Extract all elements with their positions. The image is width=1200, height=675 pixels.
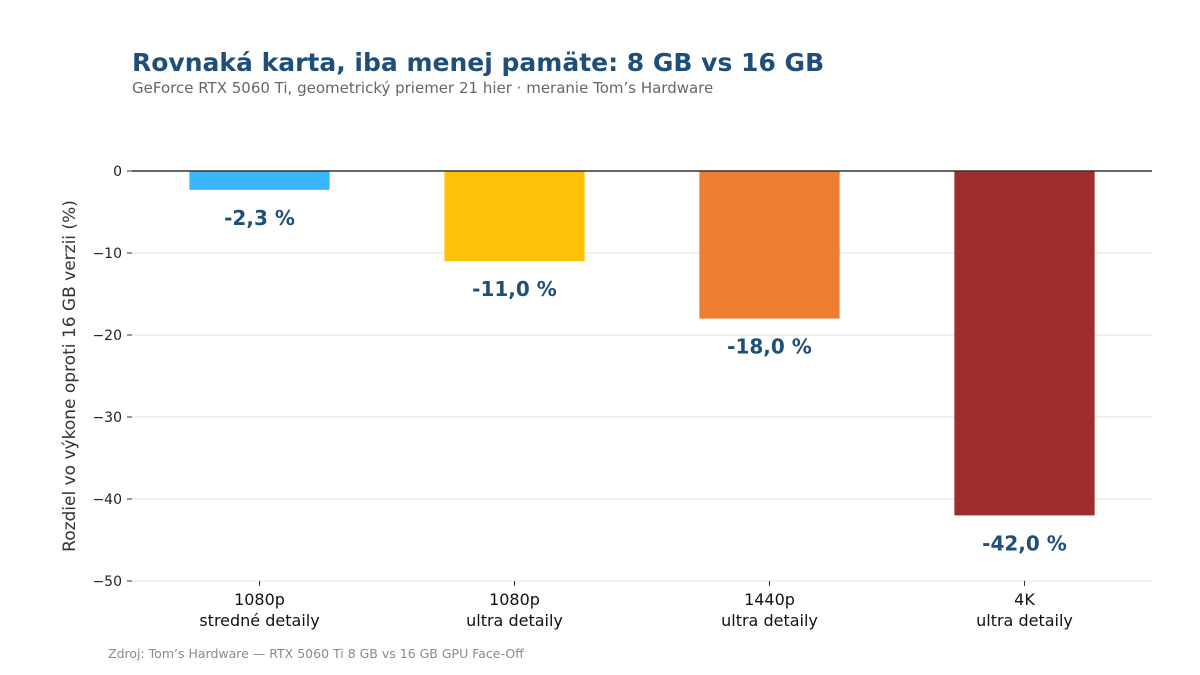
x-tick-label: 1080p — [234, 590, 285, 609]
x-tick-label: ultra detaily — [466, 611, 563, 630]
data-label: -11,0 % — [472, 277, 557, 301]
y-tick-label: −40 — [92, 492, 122, 508]
bar — [954, 171, 1095, 516]
data-label: -18,0 % — [727, 335, 812, 359]
x-tick-label: 1440p — [744, 590, 795, 609]
y-axis-label: Rozdiel vo výkone oproti 16 GB verzii (%… — [60, 200, 80, 552]
y-tick-label: −10 — [92, 246, 122, 262]
x-tick-label: stredné detaily — [199, 611, 319, 630]
chart-subtitle: GeForce RTX 5060 Ti, geometrický priemer… — [132, 79, 714, 97]
bar — [699, 171, 840, 319]
bar — [444, 171, 585, 262]
y-tick-label: −20 — [92, 328, 122, 344]
x-tick-label: 1080p — [489, 590, 540, 609]
data-label: -42,0 % — [982, 531, 1067, 555]
chart-title: Rovnaká karta, iba menej pamäte: 8 GB vs… — [132, 48, 825, 77]
y-tick-label: −50 — [92, 574, 122, 590]
y-tick-label: −30 — [92, 410, 122, 426]
x-tick-label: 4K — [1014, 590, 1035, 609]
data-label: -2,3 % — [224, 206, 295, 230]
bar — [189, 171, 330, 190]
source-note: Zdroj: Tom’s Hardware — RTX 5060 Ti 8 GB… — [108, 646, 524, 661]
x-tick-label: ultra detaily — [721, 611, 818, 630]
x-tick-label: ultra detaily — [976, 611, 1073, 630]
y-tick-label: 0 — [113, 164, 122, 180]
